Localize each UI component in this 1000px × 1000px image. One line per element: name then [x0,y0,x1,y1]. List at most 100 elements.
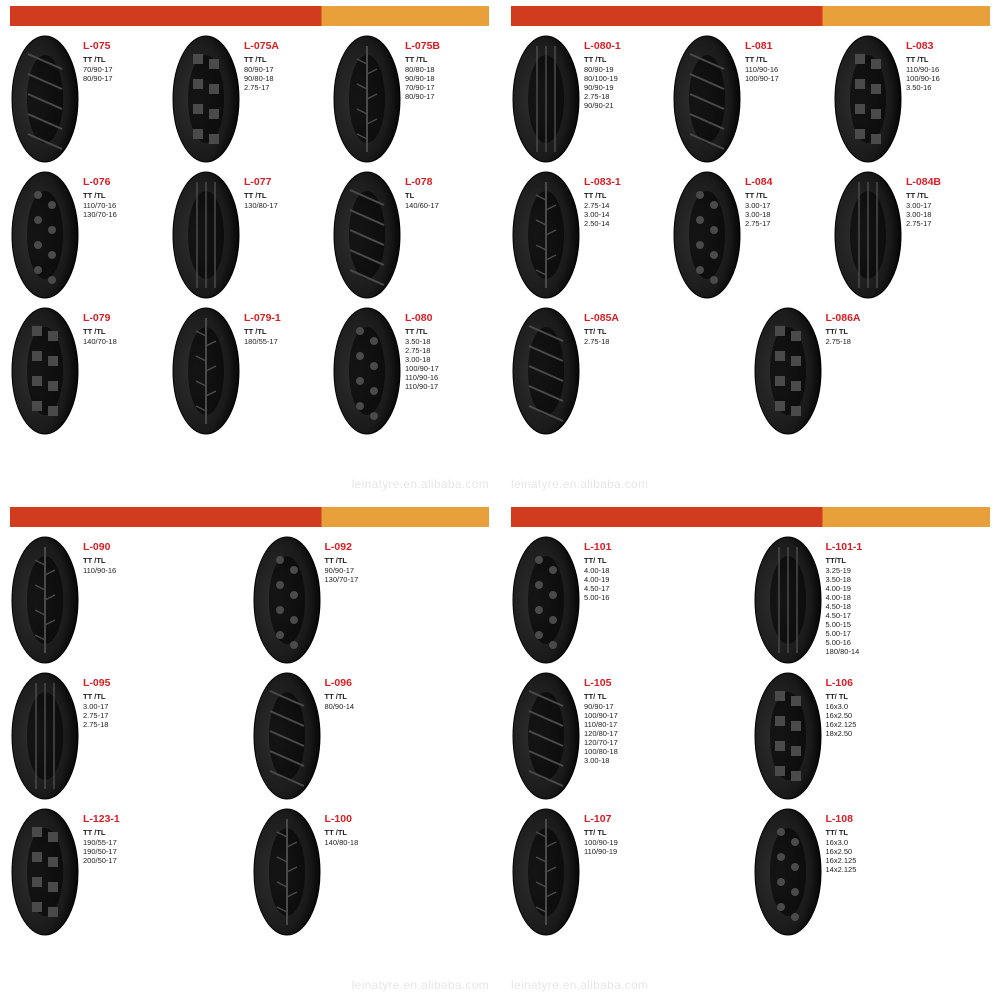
product-row: L-123-1TT /TL190/55-17190/50-17200/50-17… [10,807,489,937]
tire-type: TT /TL [83,55,113,64]
product-info: L-095TT /TL3.00-172.75-172.75-18 [83,671,110,729]
product-item: L-090TT /TL110/90-16 [10,535,248,665]
tire-image [753,306,823,436]
model-code: L-075 [83,40,113,53]
product-row: L-095TT /TL3.00-172.75-172.75-18 L-096TT… [10,671,489,801]
model-code: L-105 [584,677,618,690]
tire-size: 110/80-17 [584,720,618,729]
tire-size: 90/90-17 [584,702,618,711]
tire-type: TT /TL [745,191,772,200]
tire-size: 80/90-17 [83,74,113,83]
model-code: L-077 [244,176,278,189]
tire-size: 2.75-17 [906,219,941,228]
tire-size: 110/90-16 [405,373,439,382]
model-code: L-123-1 [83,813,120,826]
tire-image [171,34,241,164]
product-info: L-080-1TT /TL80/90-1980/100-1990/90-192.… [584,34,621,110]
tire-type: TT/ TL [584,692,618,701]
product-item: L-105TT/ TL90/90-17100/90-17110/80-17120… [511,671,749,801]
tire-size: 4.00-19 [826,584,863,593]
tire-image [753,807,823,937]
product-item: L-079-1TT /TL180/55-17 [171,306,328,436]
tire-size: 200/50-17 [83,856,120,865]
model-code: L-100 [325,813,359,826]
tire-image [753,671,823,801]
tire-type: TT /TL [244,327,281,336]
tire-size: 2.75-18 [584,92,621,101]
tire-image [672,170,742,300]
tire-size: 3.00-18 [584,756,618,765]
product-info: L-078TL140/60-17 [405,170,439,210]
tire-image [672,34,742,164]
product-row: L-085ATT/ TL2.75-18 L-086ATT/ TL2.75-18 [511,306,990,436]
tire-size: 100/90-16 [906,74,940,83]
model-code: L-085A [584,312,619,325]
tire-size: 3.50-16 [906,83,940,92]
product-row: L-083-1TT /TL2.75-143.00-142.50-14 L-084… [511,170,990,300]
tire-size: 4.00-18 [826,593,863,602]
model-code: L-080 [405,312,439,325]
tire-image [10,34,80,164]
tire-image [332,34,402,164]
tire-size: 3.50-18 [405,337,439,346]
product-item: L-085ATT/ TL2.75-18 [511,306,749,436]
tire-size: 110/70-16 [83,201,117,210]
model-code: L-101 [584,541,611,554]
tire-size: 140/60-17 [405,201,439,210]
product-item: L-079TT /TL140/70-18 [10,306,167,436]
model-code: L-075A [244,40,279,53]
product-info: L-080TT /TL3.50-182.75-183.00-18100/90-1… [405,306,439,391]
product-info: L-084BTT /TL3.00-173.00-182.75-17 [906,170,941,228]
product-item: L-078TL140/60-17 [332,170,489,300]
tire-type: TT /TL [584,55,621,64]
tire-image [753,535,823,665]
product-info: L-101TT/ TL4.00-184.00-194.50-175.00-16 [584,535,611,602]
tire-type: TT /TL [325,556,359,565]
tire-size: 130/80-17 [244,201,278,210]
tire-type: TT /TL [906,191,941,200]
tire-type: TT /TL [83,191,117,200]
tire-size: 110/90-19 [584,847,618,856]
product-info: L-083-1TT /TL2.75-143.00-142.50-14 [584,170,621,228]
tire-type: TT /TL [745,55,779,64]
product-info: L-076TT /TL110/70-16130/70-16 [83,170,117,219]
tire-size: 2.75-17 [244,83,279,92]
tire-size: 3.00-17 [906,201,941,210]
tire-image [332,306,402,436]
header-bar [10,507,489,527]
model-code: L-084B [906,176,941,189]
product-info: L-107TT/ TL100/90-19110/90-19 [584,807,618,856]
product-item: L-075TT /TL70/90-1780/90-17 [10,34,167,164]
tire-type: TT /TL [83,327,117,336]
tire-size: 3.50-18 [826,575,863,584]
model-code: L-096 [325,677,355,690]
tire-size: 16x3.0 [826,838,857,847]
tire-size: 100/80-18 [584,747,618,756]
product-item: L-075ATT /TL80/90-1790/80-182.75-17 [171,34,328,164]
tire-image [252,807,322,937]
tire-size: 80/80-18 [405,65,440,74]
model-code: L-084 [745,176,772,189]
model-code: L-083-1 [584,176,621,189]
product-item: L-083TT /TL110/90-16100/90-163.50-16 [833,34,990,164]
tire-image [10,671,80,801]
tire-size: 100/90-19 [584,838,618,847]
tire-size: 80/100-19 [584,74,621,83]
tire-type: TT/TL [826,556,863,565]
model-code: L-101-1 [826,541,863,554]
model-code: L-092 [325,541,359,554]
tire-size: 110/90-16 [745,65,779,74]
watermark: leinatyre.en.alibaba.com [352,978,489,992]
model-code: L-079 [83,312,117,325]
tire-size: 3.00-18 [745,210,772,219]
tire-size: 2.75-18 [584,337,619,346]
watermark: leinatyre.en.alibaba.com [352,477,489,491]
product-info: L-086ATT/ TL2.75-18 [826,306,861,346]
product-row: L-080-1TT /TL80/90-1980/100-1990/90-192.… [511,34,990,164]
product-item: L-106TT/ TL16x3.016x2.5016x2.12518x2.50 [753,671,991,801]
tire-type: TT /TL [83,692,110,701]
product-item: L-096TT /TL80/90-14 [252,671,490,801]
tire-image [10,807,80,937]
product-item: L-081TT /TL110/90-16100/90-17 [672,34,829,164]
tire-image [171,170,241,300]
